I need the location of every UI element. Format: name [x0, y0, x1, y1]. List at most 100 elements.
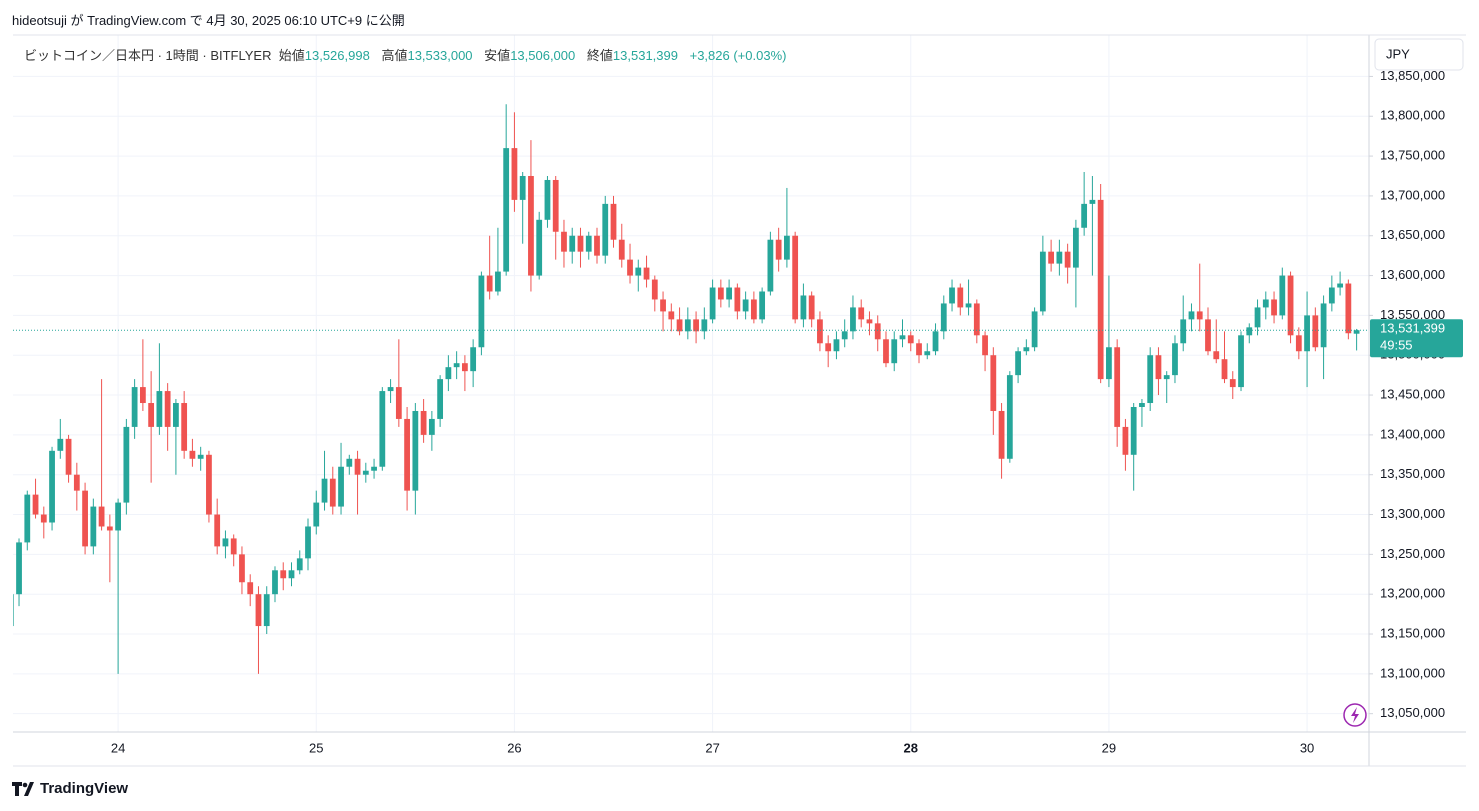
candle-body: [643, 267, 650, 280]
candle-body: [1056, 251, 1063, 264]
candle-body: [230, 538, 237, 555]
high-value: 13,533,000: [407, 48, 473, 63]
candle-body: [1304, 315, 1310, 352]
candle-body: [767, 239, 774, 292]
axes: 13,050,000 13,100,000 13,150,000 13,200,000…: [13, 34, 1467, 767]
candle-body: [883, 339, 889, 364]
candle-body: [139, 387, 146, 404]
y-tick-label: 13,800,000: [1380, 108, 1445, 123]
candle-body: [503, 148, 510, 272]
candle-body: [676, 319, 683, 332]
candle-body: [544, 179, 551, 220]
y-tick-label: 13,350,000: [1380, 466, 1445, 481]
low-label: 安値: [484, 48, 511, 63]
candle-body: [1081, 203, 1088, 228]
candle-body: [1106, 347, 1112, 380]
candle-body: [1064, 251, 1071, 268]
candle-body: [1097, 199, 1104, 380]
candle-body: [1312, 315, 1319, 348]
currency-box: [1374, 38, 1464, 71]
open-value: 13,526,998: [304, 48, 370, 63]
candle-body: [90, 506, 97, 547]
candle-body: [1130, 406, 1137, 455]
currency: JPY: [1386, 46, 1410, 61]
candle-body: [1279, 275, 1286, 316]
candle-body: [115, 502, 121, 531]
close-label: 終値: [586, 48, 613, 63]
open-label: 始値: [278, 48, 305, 63]
candle-body: [1328, 287, 1335, 304]
candle-body: [173, 403, 179, 427]
candle-body: [618, 239, 625, 260]
candle-body: [627, 259, 633, 276]
candle-body: [1229, 379, 1236, 388]
candle-body: [577, 235, 584, 252]
y-tick-label: 13,200,000: [1380, 586, 1445, 601]
candle-body: [660, 299, 666, 312]
y-tick-label: 13,550,000: [1380, 307, 1445, 322]
candle-body: [156, 391, 163, 427]
candle-body: [263, 594, 270, 627]
candle-body: [916, 343, 922, 356]
candle-body: [552, 179, 559, 232]
candle-body: [750, 299, 757, 320]
y-tick-label: 13,850,000: [1380, 68, 1445, 83]
candle-body: [850, 307, 856, 332]
candle-body: [1114, 347, 1121, 427]
candle-body: [651, 279, 658, 300]
candle-body: [40, 514, 47, 523]
last-price-label: 13,531,399: [1380, 321, 1445, 336]
candle-body: [1213, 351, 1220, 360]
last-price-box: [1370, 319, 1463, 358]
candle-body: [1155, 355, 1162, 380]
candle-body: [519, 175, 526, 200]
candle-body: [329, 478, 336, 507]
candle-body: [1254, 307, 1261, 328]
y-tick-label: 13,750,000: [1380, 148, 1445, 163]
candle-body: [255, 594, 262, 627]
candle-body: [437, 379, 444, 419]
close-value: 13,531,399: [612, 48, 678, 63]
candle-body: [24, 494, 31, 543]
candle-body: [1147, 355, 1154, 404]
candle-body: [1089, 199, 1096, 204]
candle-body: [371, 466, 377, 471]
candle-body: [874, 323, 881, 340]
y-tick-label: 13,250,000: [1380, 546, 1445, 561]
candle-body: [734, 287, 741, 312]
candle-body: [1271, 299, 1277, 316]
candle-body: [841, 331, 848, 340]
candle-body: [189, 450, 196, 459]
candle-body: [1048, 251, 1055, 264]
candle-body: [1072, 227, 1079, 268]
candle-body: [412, 410, 419, 491]
candle-body: [907, 335, 914, 344]
candle-body: [1246, 327, 1253, 336]
candle-body: [1287, 275, 1294, 336]
low-value: 13,506,000: [510, 48, 576, 63]
candle-body: [1295, 335, 1302, 352]
candle-body: [106, 526, 113, 531]
candle-body: [32, 494, 39, 515]
candle-body: [709, 287, 716, 320]
candle-body: [990, 355, 997, 411]
y-tick-label: 13,450,000: [1380, 386, 1445, 401]
y-tick-label: 13,100,000: [1380, 665, 1445, 680]
candle-body: [346, 458, 353, 467]
candle-body: [726, 287, 732, 300]
candle-body: [858, 307, 865, 320]
candle-body: [354, 458, 361, 475]
candle-body: [214, 514, 221, 547]
candle-body: [1006, 375, 1013, 459]
candle-body: [602, 203, 609, 256]
candle-body: [296, 558, 303, 571]
candle-body: [65, 438, 72, 475]
candle-body: [701, 319, 708, 332]
candle-body: [1122, 426, 1129, 455]
candle-body: [833, 339, 840, 352]
candle-body: [313, 502, 320, 527]
candle-body: [808, 295, 815, 320]
y-tick-label: 13,150,000: [1380, 625, 1445, 640]
candle-body: [1180, 319, 1187, 344]
candle-body: [280, 570, 287, 579]
